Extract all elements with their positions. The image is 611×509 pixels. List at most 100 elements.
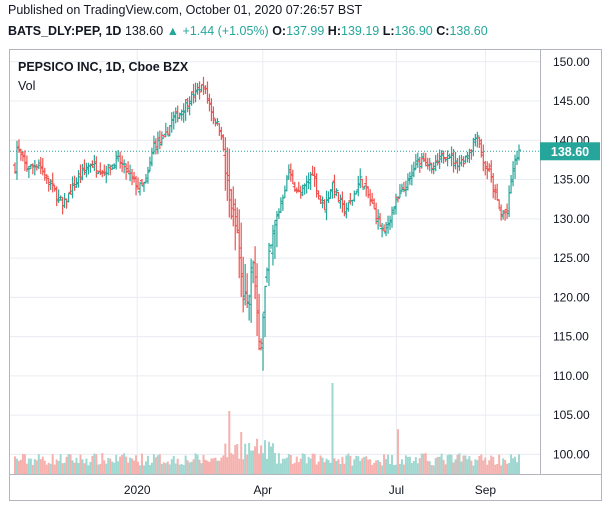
volume-bar bbox=[169, 464, 171, 474]
volume-bar bbox=[298, 462, 300, 474]
volume-bar bbox=[284, 459, 286, 474]
volume-bar bbox=[445, 464, 447, 474]
volume-bar bbox=[244, 444, 246, 474]
volume-bar bbox=[204, 460, 206, 474]
volume-bar bbox=[135, 455, 137, 474]
volume-bar bbox=[514, 457, 516, 474]
volume-bar bbox=[482, 460, 484, 474]
volume-bar bbox=[187, 460, 189, 474]
volume-bar bbox=[30, 459, 32, 474]
volume-bar bbox=[66, 457, 68, 474]
volume-bar bbox=[476, 460, 478, 474]
volume-bar bbox=[389, 464, 391, 474]
volume-bar bbox=[246, 455, 248, 474]
volume-bar bbox=[466, 459, 468, 474]
volume-bar bbox=[165, 463, 167, 474]
volume-bar bbox=[83, 463, 85, 474]
volume-bar bbox=[34, 459, 36, 474]
volume-bar bbox=[64, 463, 66, 474]
volume-bar bbox=[397, 429, 399, 474]
ohlc-bar bbox=[67, 193, 71, 202]
volume-bar bbox=[351, 466, 353, 474]
volume-bar bbox=[318, 462, 320, 474]
last-price-label: 138.60 bbox=[540, 142, 600, 160]
volume-bar bbox=[286, 458, 288, 474]
grid bbox=[10, 50, 540, 474]
volume-bar bbox=[250, 451, 252, 474]
volume-bar bbox=[18, 461, 20, 474]
volume-bar bbox=[256, 439, 258, 474]
volume-label: Vol bbox=[18, 79, 35, 93]
volume-bar bbox=[97, 465, 99, 474]
volume-bar bbox=[417, 463, 419, 474]
volume-bar bbox=[238, 459, 240, 474]
volume-bar bbox=[163, 462, 165, 474]
volume-bar bbox=[379, 462, 381, 474]
volume-bar bbox=[371, 465, 373, 474]
volume-bar bbox=[306, 463, 308, 474]
volume-bar bbox=[401, 459, 403, 474]
volume-bar bbox=[60, 454, 62, 474]
volume-bar bbox=[218, 461, 220, 474]
volume-bar bbox=[127, 463, 129, 474]
volume-bar bbox=[145, 461, 147, 474]
volume-bar bbox=[431, 465, 433, 474]
volume-bar bbox=[453, 462, 455, 474]
volume-bar bbox=[385, 459, 387, 474]
volume-bar bbox=[222, 455, 224, 474]
volume-bar bbox=[276, 464, 278, 474]
volume-bar bbox=[462, 456, 464, 474]
volume-bar bbox=[157, 455, 159, 474]
volume-bar bbox=[117, 461, 119, 474]
volume-bar bbox=[189, 462, 191, 474]
volume-bar bbox=[464, 455, 466, 474]
price-tick-label: 135.00 bbox=[553, 173, 590, 187]
volume-bar bbox=[260, 445, 262, 474]
volume-bar bbox=[468, 456, 470, 474]
volume-bar bbox=[504, 460, 506, 474]
volume-bar bbox=[292, 464, 294, 474]
volume-bar bbox=[494, 465, 496, 474]
volume-bar bbox=[502, 458, 504, 474]
volume-bar bbox=[343, 464, 345, 474]
volume-bar bbox=[58, 461, 60, 474]
volume-bar bbox=[458, 453, 460, 474]
volume-bar bbox=[46, 465, 48, 474]
volume-bar bbox=[210, 458, 212, 474]
volume-bar bbox=[147, 456, 149, 474]
volume-bar bbox=[254, 446, 256, 474]
volume-bar bbox=[399, 464, 401, 474]
volume-bar bbox=[240, 432, 242, 474]
volume-bar bbox=[282, 459, 284, 474]
volume-bar bbox=[121, 455, 123, 474]
volume-bar bbox=[407, 457, 409, 474]
volume-bar bbox=[199, 460, 201, 474]
volume-bar bbox=[103, 460, 105, 474]
volume-bar bbox=[52, 454, 54, 474]
volume-bar bbox=[506, 464, 508, 474]
volume-bars bbox=[14, 383, 520, 474]
volume-bar bbox=[296, 457, 298, 474]
volume-bar bbox=[421, 454, 423, 474]
volume-bar bbox=[24, 454, 26, 474]
volume-bar bbox=[488, 460, 490, 474]
volume-bar bbox=[518, 454, 520, 474]
volume-bar bbox=[155, 457, 157, 474]
volume-bar bbox=[195, 453, 197, 474]
volume-bar bbox=[125, 457, 127, 474]
volume-bar bbox=[153, 454, 155, 474]
volume-bar bbox=[367, 460, 369, 474]
volume-bar bbox=[278, 453, 280, 474]
volume-bar bbox=[294, 463, 296, 474]
volume-bar bbox=[228, 411, 230, 474]
volume-bar bbox=[409, 457, 411, 474]
volume-bar bbox=[44, 461, 46, 474]
volume-bar bbox=[87, 465, 89, 474]
volume-bar bbox=[107, 458, 109, 474]
volume-bar bbox=[455, 459, 457, 474]
volume-bar bbox=[472, 466, 474, 474]
volume-bar bbox=[201, 463, 203, 474]
volume-bar bbox=[470, 461, 472, 474]
volume-bar bbox=[324, 462, 326, 474]
